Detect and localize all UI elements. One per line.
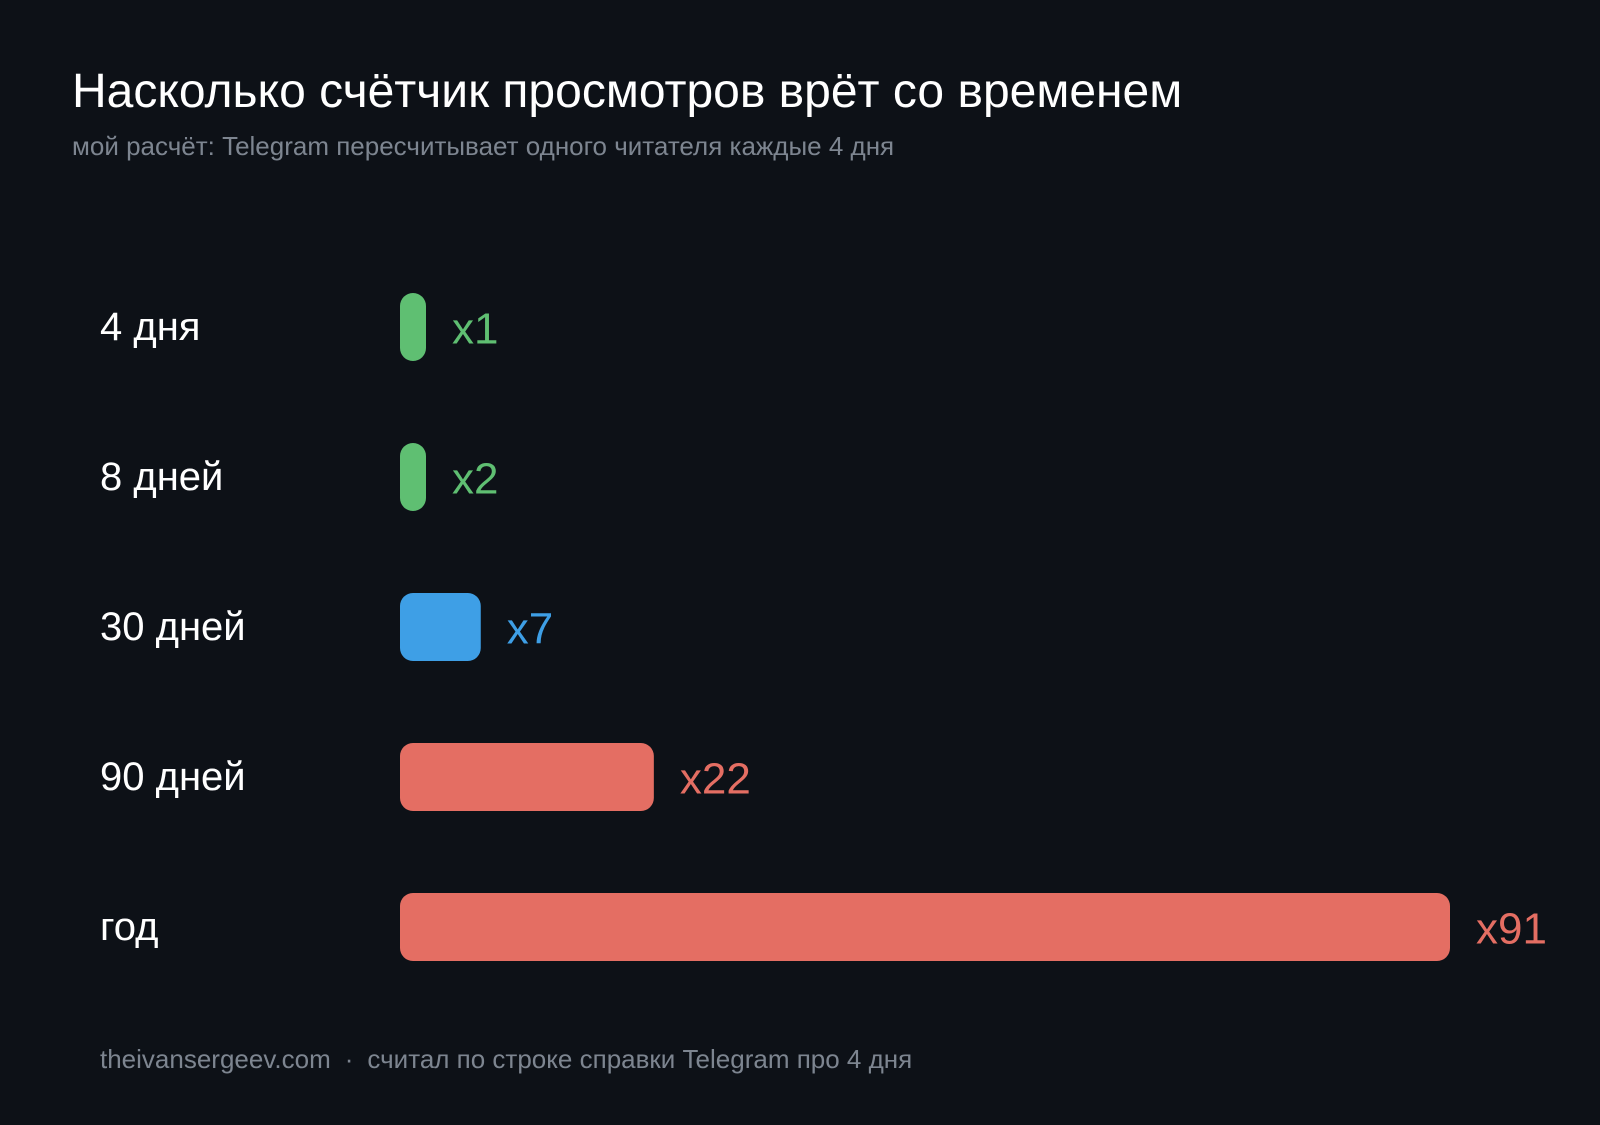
value-label-3: x22 (680, 755, 751, 804)
chart-subtitle: мой расчёт: Telegram пересчитывает одног… (72, 131, 895, 161)
value-label-2: x7 (507, 605, 553, 654)
chart-title: Насколько счётчик просмотров врёт со вре… (72, 65, 1183, 118)
footer: theivansergeev.com · считал по строке спра… (100, 1044, 912, 1075)
category-label-3: 90 дней (100, 755, 246, 799)
footer-note: считал по строке справки Telegram про 4 … (367, 1044, 913, 1074)
footer-site: theivansergeev.com (100, 1044, 331, 1074)
value-label-0: x1 (452, 305, 498, 354)
value-label-1: x2 (452, 455, 498, 504)
value-label-4: x91 (1476, 905, 1547, 954)
bar-4 (400, 893, 1450, 961)
bar-2 (400, 593, 481, 661)
bar-0 (400, 293, 426, 361)
category-label-4: год (100, 905, 158, 949)
footer-separator: · (344, 1044, 354, 1074)
category-label-2: 30 дней (100, 605, 246, 649)
category-label-0: 4 дня (100, 305, 200, 349)
bar-1 (400, 443, 426, 511)
category-label-1: 8 дней (100, 455, 223, 499)
bar-3 (400, 743, 654, 811)
